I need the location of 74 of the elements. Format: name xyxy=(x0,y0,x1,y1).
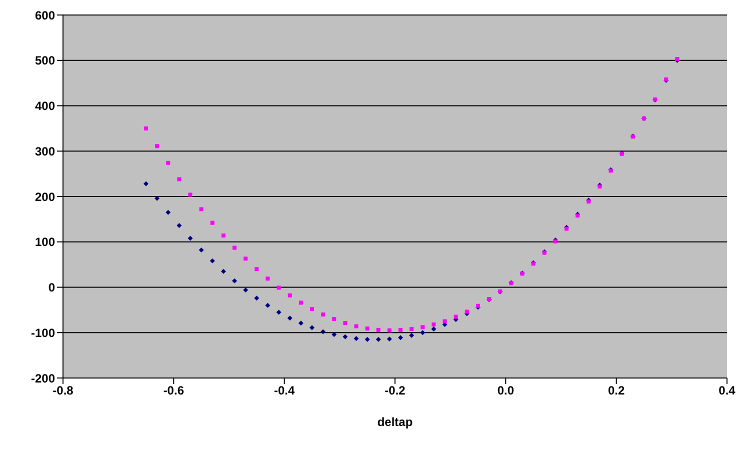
point xyxy=(365,326,370,331)
point xyxy=(176,223,182,228)
x-tick-label: 0.2 xyxy=(608,384,625,398)
y-tick-label: 500 xyxy=(34,54,56,68)
point xyxy=(210,220,214,225)
point xyxy=(409,332,414,338)
point xyxy=(155,144,160,148)
point xyxy=(342,334,348,340)
y-tick-label: 400 xyxy=(34,99,56,114)
point xyxy=(320,329,326,334)
point xyxy=(221,234,226,238)
point xyxy=(298,320,304,326)
point xyxy=(276,286,281,290)
point xyxy=(243,287,248,292)
point xyxy=(442,319,447,324)
point xyxy=(177,177,182,182)
point xyxy=(464,310,469,314)
point xyxy=(398,328,403,332)
point xyxy=(420,325,425,330)
x-tick-label: 0.0 xyxy=(497,384,514,398)
point xyxy=(220,268,226,274)
y-tick-label: -200 xyxy=(30,371,56,386)
point xyxy=(321,312,326,316)
point xyxy=(354,324,358,328)
point xyxy=(232,278,238,284)
y-tick-label: -100 xyxy=(30,326,56,340)
point xyxy=(410,326,414,331)
point xyxy=(332,332,337,337)
point xyxy=(386,336,392,342)
point xyxy=(310,307,314,312)
point xyxy=(343,321,348,326)
y-tick-label: 300 xyxy=(34,144,56,158)
y-tick-label: 0 xyxy=(48,280,56,295)
y-tick-label: 100 xyxy=(34,235,56,250)
point xyxy=(188,192,192,197)
point xyxy=(166,210,171,215)
point xyxy=(254,267,259,272)
y-tick-label: 600 xyxy=(34,8,56,22)
point xyxy=(354,336,359,342)
point xyxy=(387,328,392,332)
x-axis-title: deltap xyxy=(377,415,413,429)
point xyxy=(244,256,248,261)
x-tick-label: -0.8 xyxy=(52,384,74,398)
point xyxy=(265,302,270,308)
point xyxy=(188,236,193,241)
point xyxy=(432,322,436,326)
x-tick-label: -0.4 xyxy=(274,384,295,398)
point xyxy=(287,316,292,321)
point xyxy=(154,196,160,201)
point xyxy=(254,296,260,301)
point xyxy=(288,293,292,298)
point xyxy=(266,276,270,281)
point xyxy=(198,248,204,253)
point xyxy=(332,317,336,322)
point xyxy=(376,336,381,342)
y-tick-label: 200 xyxy=(34,190,56,204)
point xyxy=(166,160,170,165)
point xyxy=(310,325,314,330)
point xyxy=(199,207,204,212)
point xyxy=(144,126,148,130)
point xyxy=(431,326,436,332)
point xyxy=(298,300,303,305)
point xyxy=(376,328,380,332)
point xyxy=(454,314,458,319)
point xyxy=(210,258,215,264)
point xyxy=(232,246,237,250)
point xyxy=(144,181,148,186)
point xyxy=(420,330,426,336)
x-tick-label: -0.2 xyxy=(384,384,406,398)
point xyxy=(276,310,282,315)
point xyxy=(398,335,404,340)
x-tick-label: 0.4 xyxy=(718,384,736,398)
point xyxy=(364,336,370,342)
x-tick-label: -0.6 xyxy=(163,384,184,398)
